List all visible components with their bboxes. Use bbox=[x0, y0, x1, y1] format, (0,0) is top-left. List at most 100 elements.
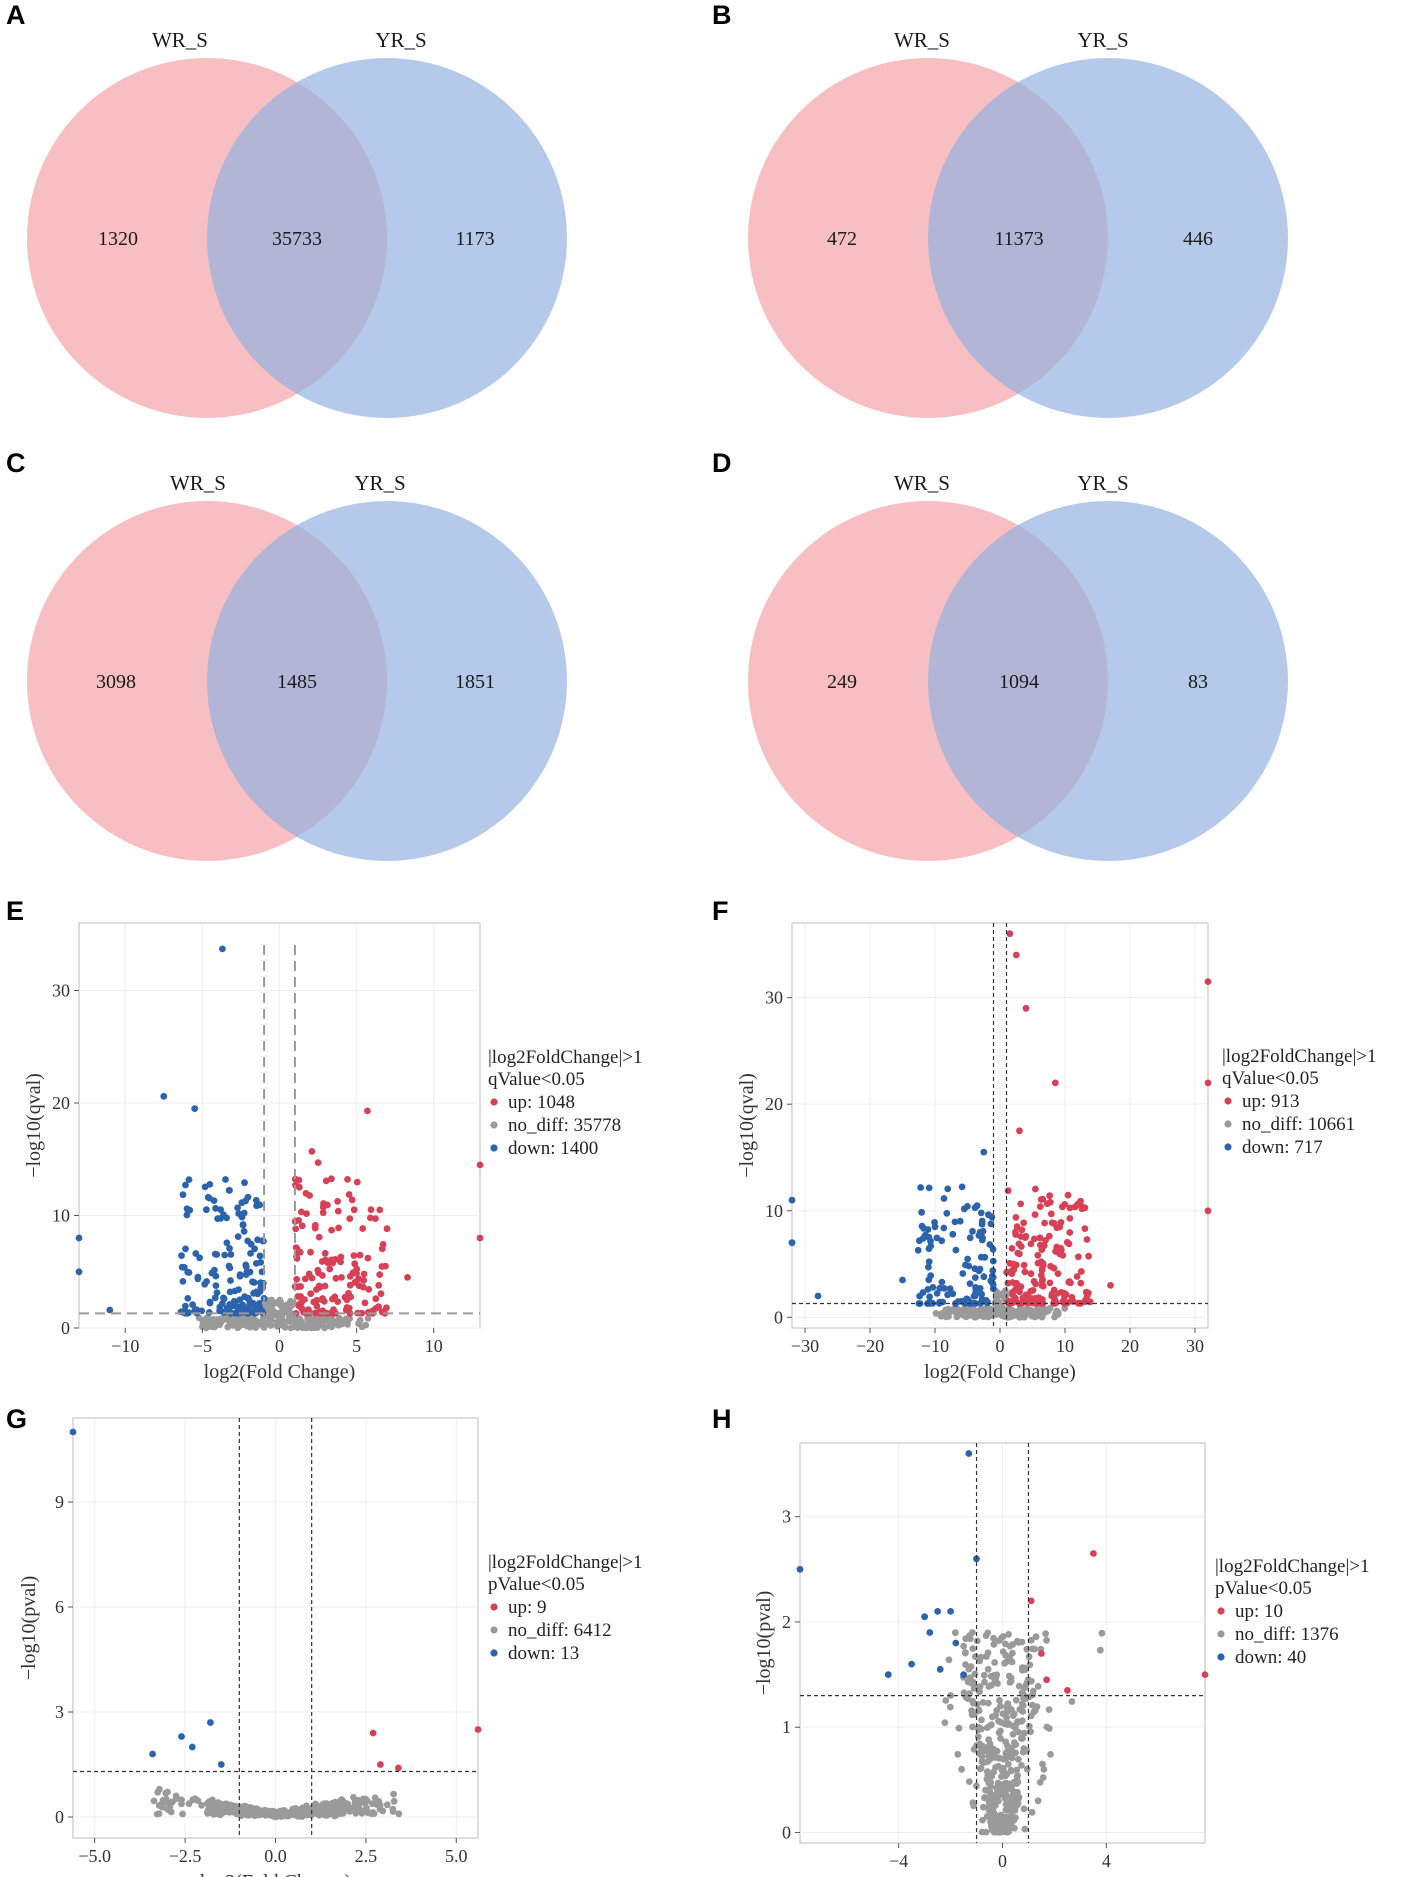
volcano-h-xtick-label-2: 4 bbox=[1102, 1851, 1111, 1871]
volcano-f-legend-up: up: 913 bbox=[1242, 1091, 1300, 1112]
volcano-f-point-up bbox=[1077, 1279, 1085, 1287]
volcano-e-point-no-diff bbox=[205, 1315, 213, 1323]
volcano-h-point-no-diff bbox=[968, 1708, 976, 1715]
volcano-h-point-no-diff bbox=[969, 1645, 977, 1652]
volcano-e-point-up bbox=[305, 1270, 313, 1278]
volcano-g-point-no-diff bbox=[297, 1806, 305, 1814]
volcano-e-point-up bbox=[360, 1276, 368, 1284]
volcano-h-point-no-diff bbox=[1009, 1712, 1017, 1719]
volcano-h-point-no-diff bbox=[987, 1773, 994, 1781]
volcano-g-point-no-diff bbox=[233, 1806, 241, 1813]
volcano-h-point-no-diff bbox=[991, 1800, 999, 1808]
volcano-f-point-no-diff bbox=[992, 1295, 1000, 1303]
volcano-f-point-down bbox=[980, 1148, 988, 1156]
volcano-h-point-no-diff bbox=[970, 1802, 977, 1810]
volcano-h-point-no-diff bbox=[1015, 1755, 1022, 1763]
volcano-f-point-down bbox=[924, 1286, 932, 1293]
volcano-h-point-no-diff bbox=[976, 1683, 984, 1690]
volcano-h-point-no-diff bbox=[976, 1688, 983, 1696]
volcano-e-point-no-diff bbox=[325, 1317, 332, 1324]
volcano-g-xtick-label-4: 5.0 bbox=[445, 1846, 468, 1866]
volcano-h-point-no-diff bbox=[1023, 1747, 1031, 1755]
volcano-e-point-down bbox=[212, 1272, 220, 1280]
volcano-g-point-no-diff bbox=[314, 1809, 322, 1817]
volcano-g-point-no-diff bbox=[375, 1798, 383, 1805]
volcano-f-point-up bbox=[1077, 1268, 1085, 1275]
volcano-f-point-down bbox=[918, 1208, 925, 1216]
volcano-f-point-up bbox=[1082, 1288, 1090, 1296]
volcano-h-point-no-diff bbox=[982, 1632, 990, 1639]
volcano-e-point-up bbox=[367, 1206, 375, 1213]
volcano-h-point-no-diff bbox=[941, 1719, 949, 1727]
volcano-h-point-no-diff bbox=[979, 1699, 987, 1706]
volcano-e-point-no-diff bbox=[276, 1321, 284, 1328]
volcano-g-point-no-diff bbox=[264, 1811, 272, 1819]
volcano-f-point-no-diff bbox=[972, 1313, 979, 1321]
volcano-f-ytick-label-2: 20 bbox=[765, 1094, 783, 1114]
volcano-h-point-no-diff bbox=[1018, 1638, 1026, 1646]
volcano-f-point-down bbox=[969, 1227, 976, 1235]
volcano-f-point-down bbox=[919, 1234, 927, 1242]
volcano-f-point-up bbox=[1051, 1299, 1059, 1307]
volcano-g-point-no-diff bbox=[153, 1810, 161, 1818]
volcano-h-point-no-diff bbox=[990, 1768, 998, 1776]
volcano-f-point-no-diff bbox=[953, 1310, 961, 1318]
volcano-h-point-no-diff bbox=[983, 1812, 991, 1820]
volcano-e-point-down bbox=[203, 1206, 210, 1214]
volcano-f-point-up bbox=[1034, 1251, 1042, 1259]
volcano-e-point-up bbox=[345, 1191, 353, 1198]
volcano-f-xtick-label-2: −10 bbox=[921, 1336, 949, 1356]
volcano-f-point-down bbox=[936, 1284, 944, 1292]
volcano-f-point-up bbox=[1057, 1245, 1065, 1252]
volcano-g-point-no-diff bbox=[335, 1801, 343, 1809]
volcano-e-point-up bbox=[350, 1206, 358, 1214]
volcano-g-point-no-diff bbox=[369, 1800, 376, 1808]
volcano-h-point-no-diff bbox=[1020, 1805, 1028, 1813]
volcano-f-xtick-label-4: 10 bbox=[1056, 1336, 1074, 1356]
volcano-g-point-no-diff bbox=[360, 1807, 368, 1815]
volcano-h-point-no-diff bbox=[960, 1642, 968, 1650]
volcano-e-point-down bbox=[239, 1221, 247, 1228]
volcano-f-point-up bbox=[1036, 1203, 1044, 1210]
volcano-g-point-no-diff bbox=[306, 1809, 314, 1816]
volcano-f-point-no-diff bbox=[1027, 1306, 1035, 1314]
venn-d: WR_S YR_S 249 1094 83 bbox=[748, 471, 1288, 861]
volcano-e-point-down bbox=[257, 1259, 265, 1266]
volcano-e-point-down bbox=[211, 1266, 218, 1274]
volcano-g-legend-marker-no-diff bbox=[490, 1626, 498, 1634]
volcano-h-point-down bbox=[934, 1608, 941, 1615]
volcano-plot-e: −10 −5 0 5 10 0 10 20 30 log2(Fold Change) −log10(… bbox=[23, 922, 643, 1383]
volcano-f-point-down bbox=[976, 1285, 984, 1292]
volcano-e-point-down bbox=[213, 1289, 221, 1296]
volcano-h-point-no-diff bbox=[975, 1707, 983, 1715]
volcano-h-point-no-diff bbox=[1029, 1691, 1036, 1699]
volcano-f-point-down bbox=[946, 1285, 954, 1293]
panel-label-h: H bbox=[712, 1404, 732, 1434]
volcano-g-xtick-label-3: 2.5 bbox=[355, 1846, 378, 1866]
volcano-g-point-no-diff bbox=[361, 1797, 369, 1804]
volcano-h-point-no-diff bbox=[1034, 1682, 1042, 1690]
volcano-e-point-up bbox=[335, 1224, 342, 1232]
volcano-f-point-up bbox=[1032, 1280, 1039, 1288]
volcano-f-point-down bbox=[951, 1218, 959, 1226]
volcano-h-point-no-diff bbox=[978, 1716, 985, 1724]
volcano-g-point-no-diff bbox=[347, 1804, 355, 1812]
volcano-e-xtick-label-3: 5 bbox=[352, 1336, 361, 1356]
volcano-h-point-no-diff bbox=[978, 1758, 986, 1766]
volcano-f-point-down bbox=[899, 1276, 906, 1284]
volcano-f-point-down bbox=[971, 1265, 979, 1273]
volcano-f-point-down bbox=[933, 1290, 941, 1297]
volcano-h-point-no-diff bbox=[1009, 1641, 1017, 1648]
volcano-g-legend-no-diff: no_diff: 6412 bbox=[508, 1620, 612, 1641]
volcano-e-point-no-diff bbox=[296, 1315, 304, 1323]
volcano-e-point-down bbox=[222, 1176, 229, 1183]
volcano-g-point-down bbox=[178, 1733, 185, 1740]
volcano-f-point-down bbox=[925, 1245, 933, 1253]
volcano-f-xtick-label-3: 0 bbox=[996, 1336, 1005, 1356]
volcano-f-point-up bbox=[1012, 951, 1020, 959]
volcano-f-xtick-label-0: −30 bbox=[791, 1336, 819, 1356]
venn-d-right-name: YR_S bbox=[1077, 471, 1128, 495]
volcano-e-point-up bbox=[404, 1274, 411, 1281]
volcano-f-point-up bbox=[1020, 1261, 1028, 1269]
